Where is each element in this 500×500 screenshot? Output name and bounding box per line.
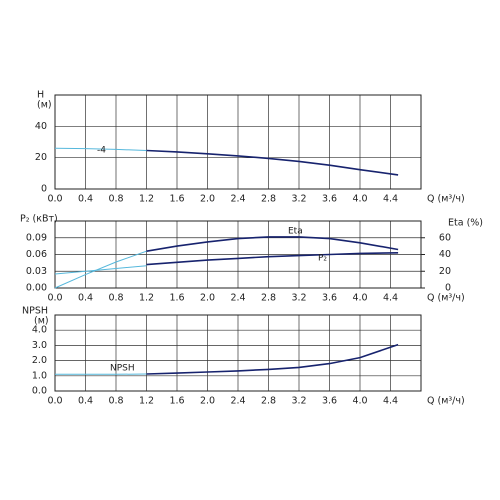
y-tick-label: 4.0 — [32, 325, 47, 336]
curve — [54, 250, 147, 289]
x-tick-label: 0.4 — [78, 396, 93, 407]
y-tick-label: 0.09 — [26, 232, 47, 243]
x-tick-label: 2.0 — [200, 194, 215, 205]
y-axis-label: P₂ (кВт) — [20, 214, 58, 225]
y-tick-label: 2.0 — [32, 355, 47, 366]
y2-tick-label: 40 — [439, 249, 451, 260]
y-tick-label: 1.0 — [32, 370, 47, 381]
x-tick-label: 1.2 — [139, 293, 154, 304]
curve — [54, 147, 147, 151]
x-tick-label: 2.8 — [261, 194, 276, 205]
x-tick-label: 3.2 — [291, 396, 306, 407]
y2-tick-label: 0 — [445, 283, 451, 294]
y-axis-unit: (м) — [37, 100, 52, 111]
x-tick-label: 0.8 — [108, 396, 123, 407]
x-tick-label: 1.6 — [169, 293, 184, 304]
x-tick-label: 4.4 — [383, 194, 398, 205]
curve — [146, 252, 399, 266]
curve — [146, 149, 399, 176]
x-tick-label: 4.0 — [352, 194, 367, 205]
x-axis-label: Q (м³/ч) — [427, 293, 465, 304]
x-tick-label: 1.2 — [139, 396, 154, 407]
x-tick-label: 2.4 — [230, 396, 245, 407]
x-tick-label: 0.0 — [47, 293, 62, 304]
curve-label: -4 — [97, 146, 106, 156]
x-tick-label: 2.4 — [230, 293, 245, 304]
x-tick-label: 4.0 — [352, 293, 367, 304]
curve-label: P₂ — [318, 254, 327, 264]
x-tick-label: 1.6 — [169, 396, 184, 407]
x-tick-label: 1.2 — [139, 194, 154, 205]
x-tick-label: 0.4 — [78, 194, 93, 205]
x-tick-label: 0.0 — [47, 194, 62, 205]
x-tick-label: 3.2 — [291, 293, 306, 304]
y-tick-label: 40 — [35, 121, 47, 132]
y-tick-label: 0 — [41, 184, 47, 195]
curve — [146, 236, 399, 252]
plot-frame — [54, 94, 422, 190]
x-tick-label: 4.4 — [383, 293, 398, 304]
x-tick-label: 0.0 — [47, 396, 62, 407]
y2-tick-label: 60 — [439, 232, 451, 243]
y-tick-label: 0.03 — [26, 266, 47, 277]
x-tick-label: 3.6 — [322, 396, 337, 407]
x-tick-label: 0.8 — [108, 194, 123, 205]
x-tick-label: 2.0 — [200, 396, 215, 407]
curve-label: NPSH — [110, 364, 135, 374]
y-tick-label: 0.00 — [26, 283, 47, 294]
y2-axis-label: Eta (%) — [448, 218, 483, 229]
x-tick-label: 4.4 — [383, 396, 398, 407]
plot-frame — [54, 314, 422, 392]
x-tick-label: 2.8 — [261, 293, 276, 304]
x-tick-label: 0.8 — [108, 293, 123, 304]
y-tick-label: 0.06 — [26, 249, 47, 260]
x-tick-label: 4.0 — [352, 396, 367, 407]
y-tick-label: 3.0 — [32, 340, 47, 351]
x-tick-label: 2.0 — [200, 293, 215, 304]
x-tick-label: 3.6 — [322, 293, 337, 304]
curve — [146, 343, 399, 375]
x-tick-label: 2.8 — [261, 396, 276, 407]
y2-tick-label: 20 — [439, 266, 451, 277]
x-tick-label: 0.4 — [78, 293, 93, 304]
curve-label: Eta — [288, 227, 303, 237]
x-tick-label: 2.4 — [230, 194, 245, 205]
y-axis-label: NPSH — [22, 306, 48, 317]
x-axis-label: Q (м³/ч) — [427, 396, 465, 407]
y-axis-label: H — [37, 90, 44, 101]
curve — [54, 265, 147, 275]
x-tick-label: 3.2 — [291, 194, 306, 205]
plot-frame — [54, 220, 422, 289]
y-tick-label: 20 — [35, 152, 47, 163]
y-axis-unit: (м) — [34, 316, 49, 327]
x-axis-label: Q (м³/ч) — [427, 194, 465, 205]
y-tick-label: 0.0 — [32, 386, 47, 397]
x-tick-label: 1.6 — [169, 194, 184, 205]
x-tick-label: 3.6 — [322, 194, 337, 205]
